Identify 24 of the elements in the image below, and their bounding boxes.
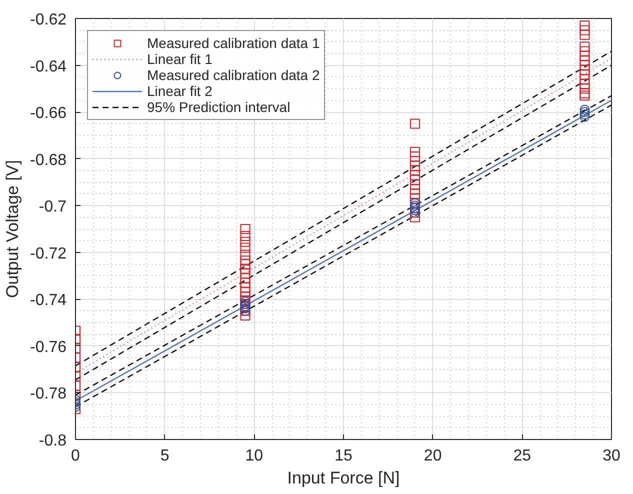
x-tick-label: 10 <box>245 448 264 464</box>
y-tick-label: -0.7 <box>38 198 67 216</box>
x-tick-label: 30 <box>602 448 620 464</box>
x-tick-label: 15 <box>334 448 352 464</box>
y-tick-label: -0.62 <box>30 12 67 28</box>
y-tick-label: -0.78 <box>30 386 67 403</box>
y-tick-label: -0.76 <box>30 338 67 356</box>
x-tick-label: 20 <box>424 448 442 464</box>
y-tick-label: -0.74 <box>30 292 67 310</box>
legend-label: Linear fit 1 <box>147 51 212 67</box>
legend-label: Linear fit 2 <box>147 83 212 99</box>
y-tick-label: -0.64 <box>30 58 67 76</box>
x-tick-label: 25 <box>513 448 532 464</box>
y-axis-title: Output Voltage [V] <box>3 160 22 298</box>
x-axis-title: Input Force [N] <box>287 468 400 488</box>
y-tick-label: -0.68 <box>30 152 67 169</box>
x-tick-label: 0 <box>71 448 80 464</box>
legend-label: Measured calibration data 2 <box>147 67 320 83</box>
y-tick-label: -0.8 <box>38 432 67 450</box>
y-tick-label: -0.72 <box>30 245 67 262</box>
y-tick-label: -0.66 <box>30 105 67 122</box>
x-tick-label: 5 <box>160 448 170 464</box>
legend-label: 95% Prediction interval <box>147 99 290 115</box>
legend-label: Measured calibration data 1 <box>147 35 320 51</box>
